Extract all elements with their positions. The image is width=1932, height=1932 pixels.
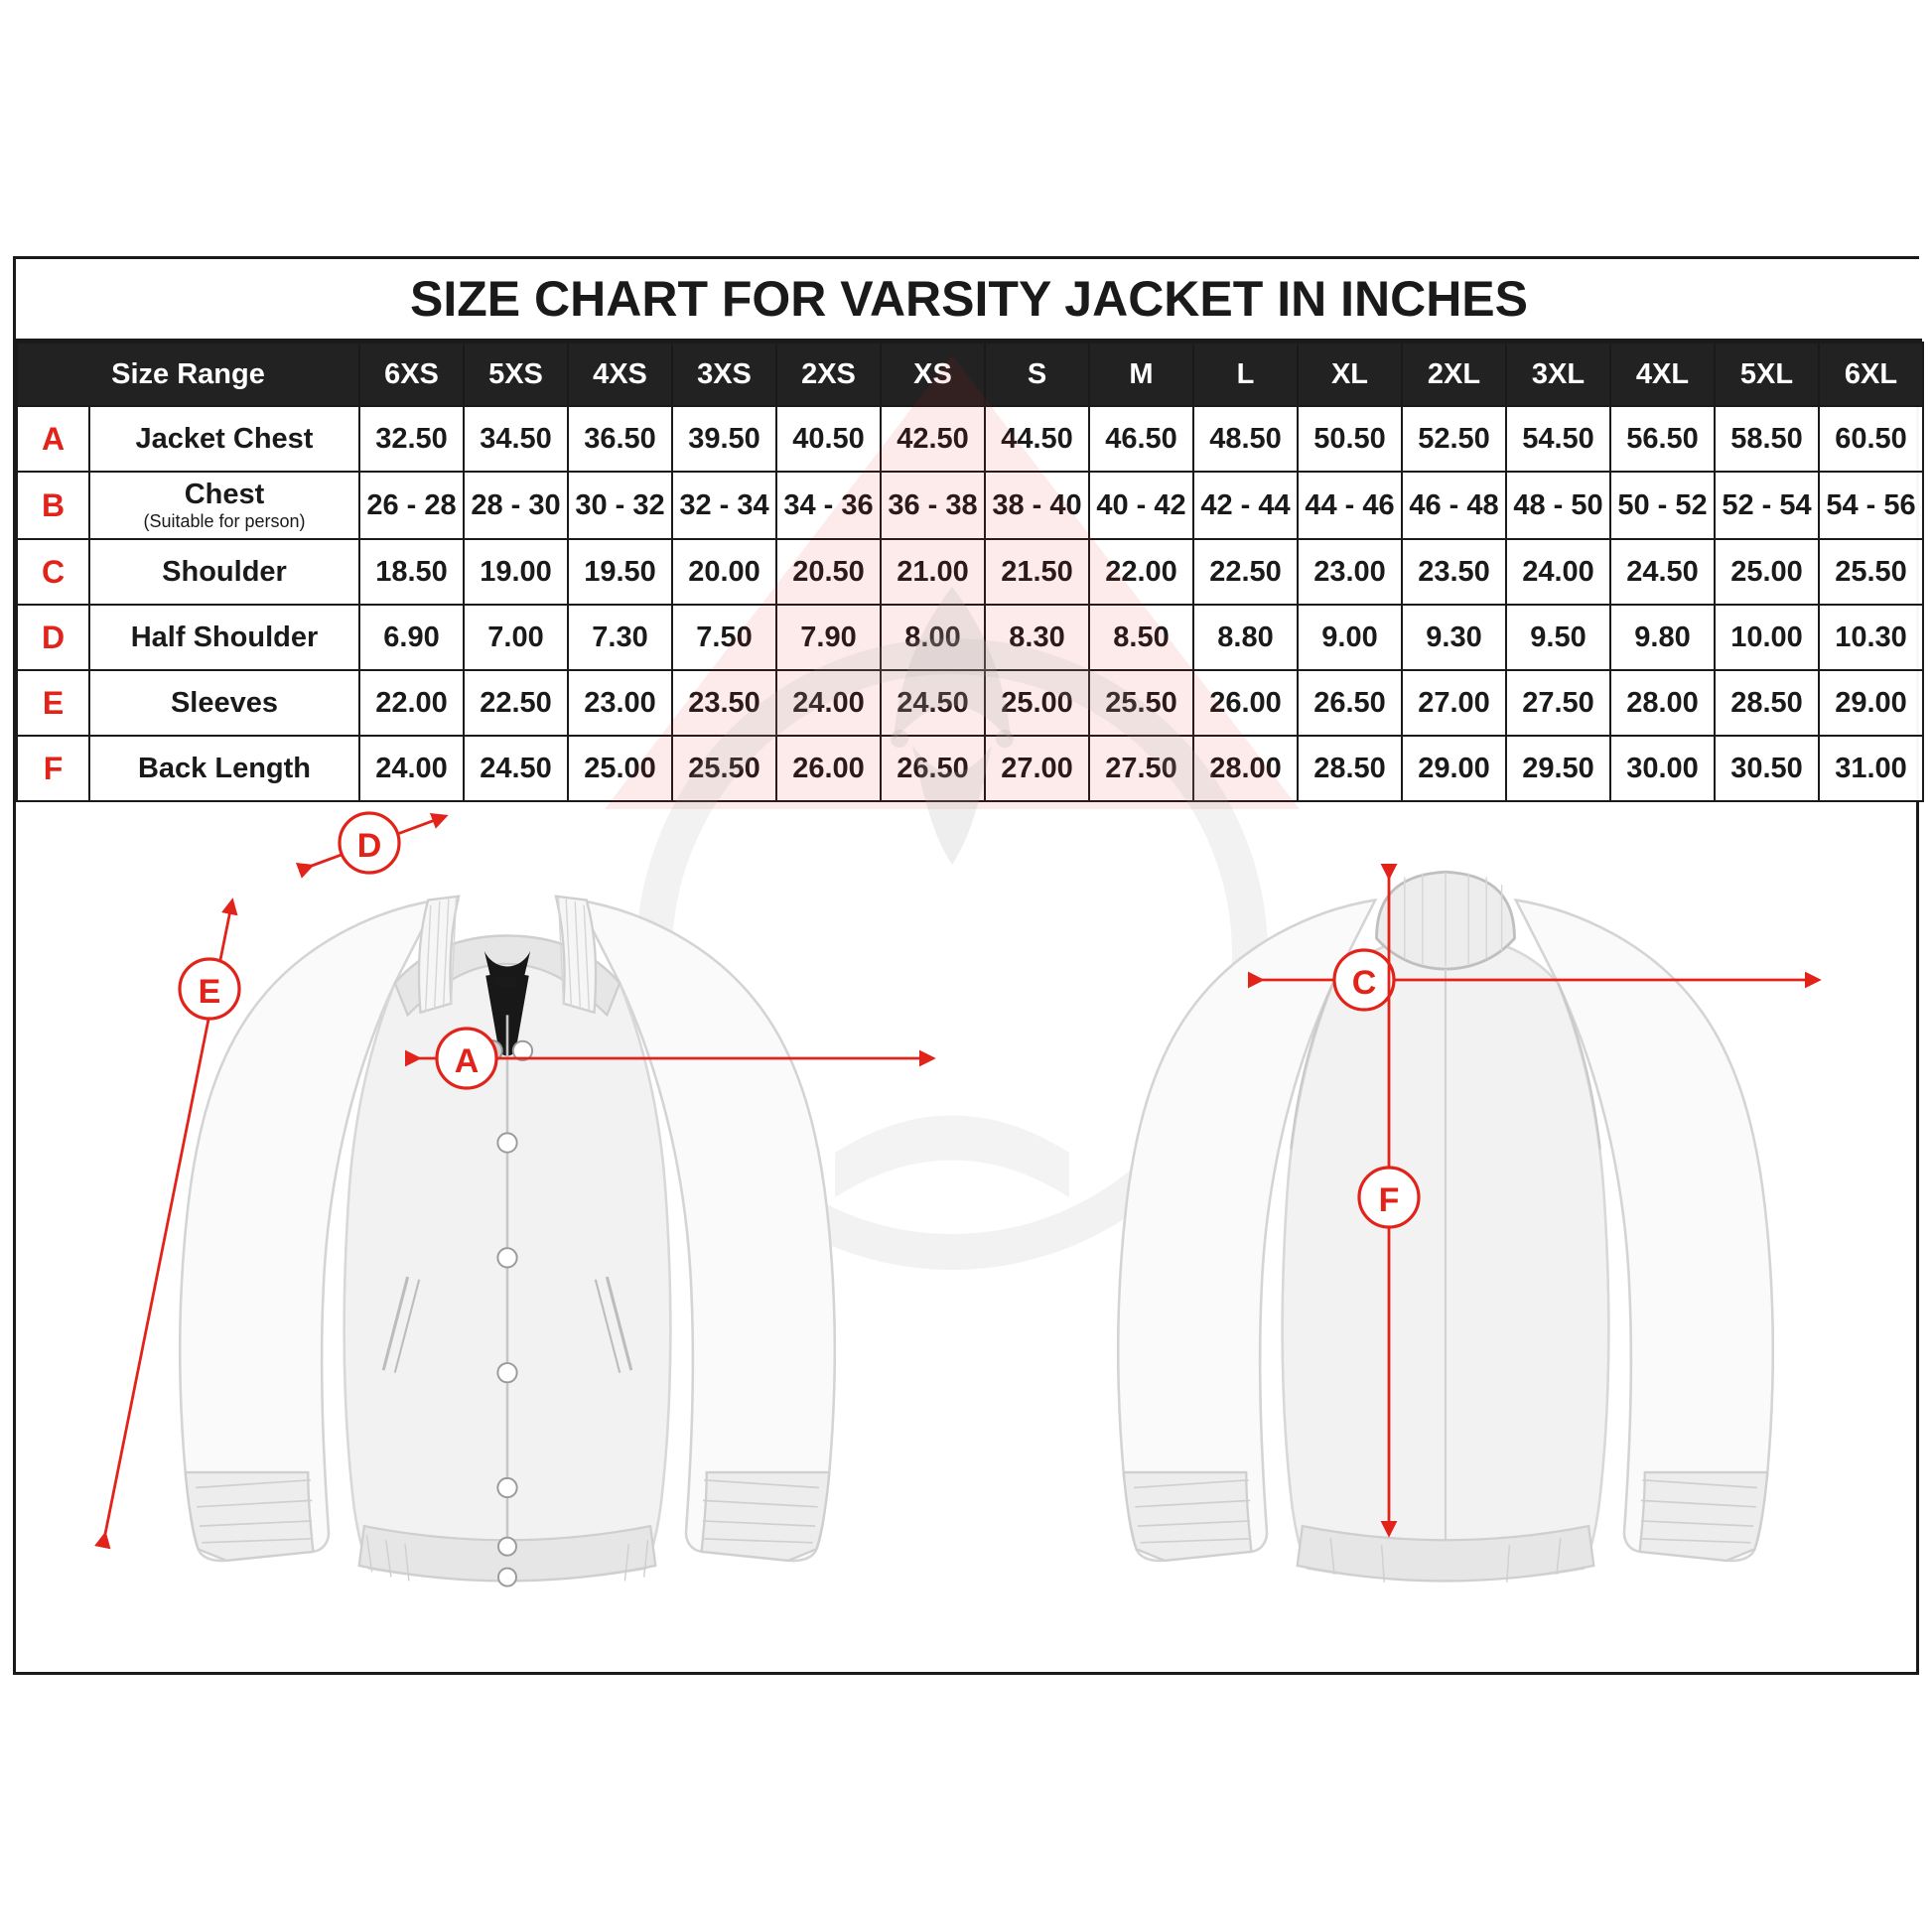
svg-text:E: E [199,973,221,1011]
svg-text:C: C [1352,964,1377,1002]
svg-text:D: D [357,827,382,865]
svg-text:F: F [1379,1181,1400,1219]
svg-text:A: A [455,1042,480,1080]
